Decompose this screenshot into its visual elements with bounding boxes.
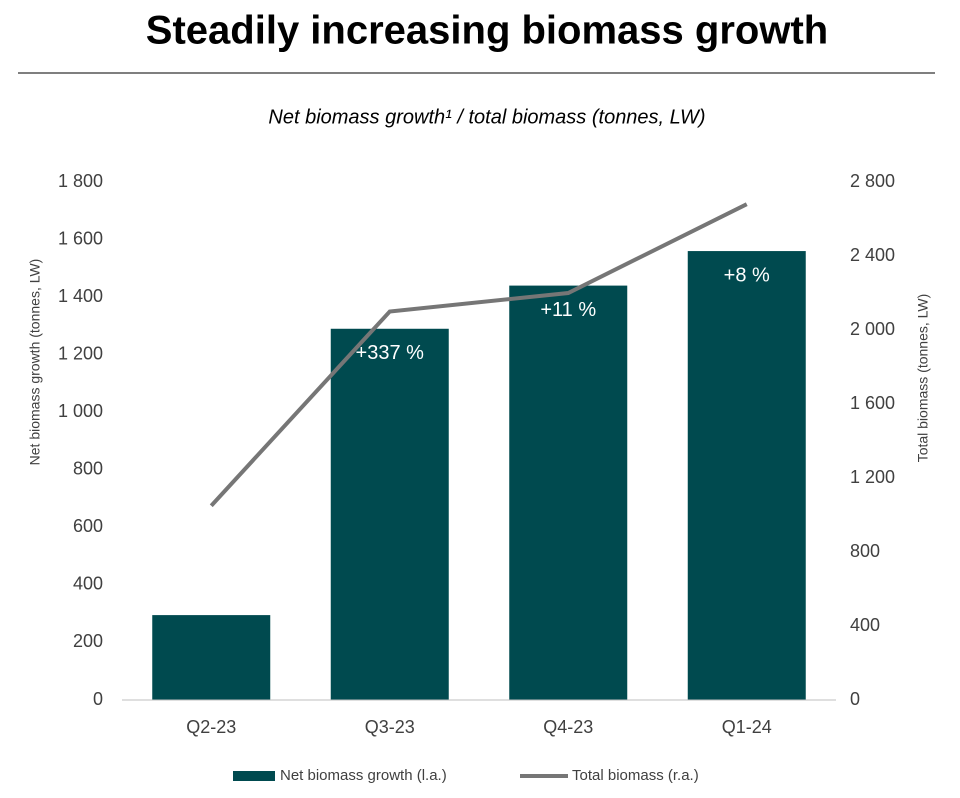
line — [209, 202, 748, 508]
growth-label: +337 % — [356, 342, 425, 364]
y2-axis-label: Total biomass (tonnes, LW) — [915, 294, 931, 463]
x-tick-label: Q1-24 — [722, 717, 772, 737]
y2-tick-label: 2 800 — [850, 171, 895, 191]
legend-label: Net biomass growth (l.a.) — [280, 767, 447, 784]
legend-swatch — [233, 771, 275, 781]
y2-tick-label: 2 000 — [850, 319, 895, 339]
y2-tick-label: 2 400 — [850, 245, 895, 265]
y-tick-label: 600 — [73, 516, 103, 536]
growth-label: +11 % — [540, 299, 596, 321]
y-axis-label: Net biomass growth (tonnes, LW) — [27, 259, 43, 466]
y2-tick-label: 400 — [850, 615, 880, 635]
growth-label: +8 % — [724, 264, 770, 286]
y-tick-label: 800 — [73, 459, 103, 479]
y-tick-label: 1 600 — [58, 228, 103, 248]
y-tick-label: 1 000 — [58, 401, 103, 421]
y2-tick-label: 800 — [850, 541, 880, 561]
y2-tick-label: 1 200 — [850, 467, 895, 487]
x-tick-label: Q3-23 — [365, 717, 415, 737]
chart-title: Steadily increasing biomass growth — [146, 9, 828, 53]
y2-tick-label: 1 600 — [850, 393, 895, 413]
x-tick-label: Q4-23 — [543, 717, 593, 737]
y-tick-label: 1 800 — [58, 171, 103, 191]
bar — [509, 285, 628, 700]
y-tick-label: 1 200 — [58, 343, 103, 363]
bar — [330, 328, 449, 700]
bar — [687, 251, 806, 701]
y-tick-label: 400 — [73, 574, 103, 594]
chart-subtitle: Net biomass growth¹ / total biomass (ton… — [268, 106, 705, 128]
bar — [152, 615, 271, 700]
x-tick-label: Q2-23 — [186, 717, 236, 737]
legend-label: Total biomass (r.a.) — [572, 767, 699, 784]
y2-tick-label: 0 — [850, 689, 860, 709]
y-tick-label: 0 — [93, 689, 103, 709]
y-tick-label: 1 400 — [58, 286, 103, 306]
y-tick-label: 200 — [73, 631, 103, 651]
